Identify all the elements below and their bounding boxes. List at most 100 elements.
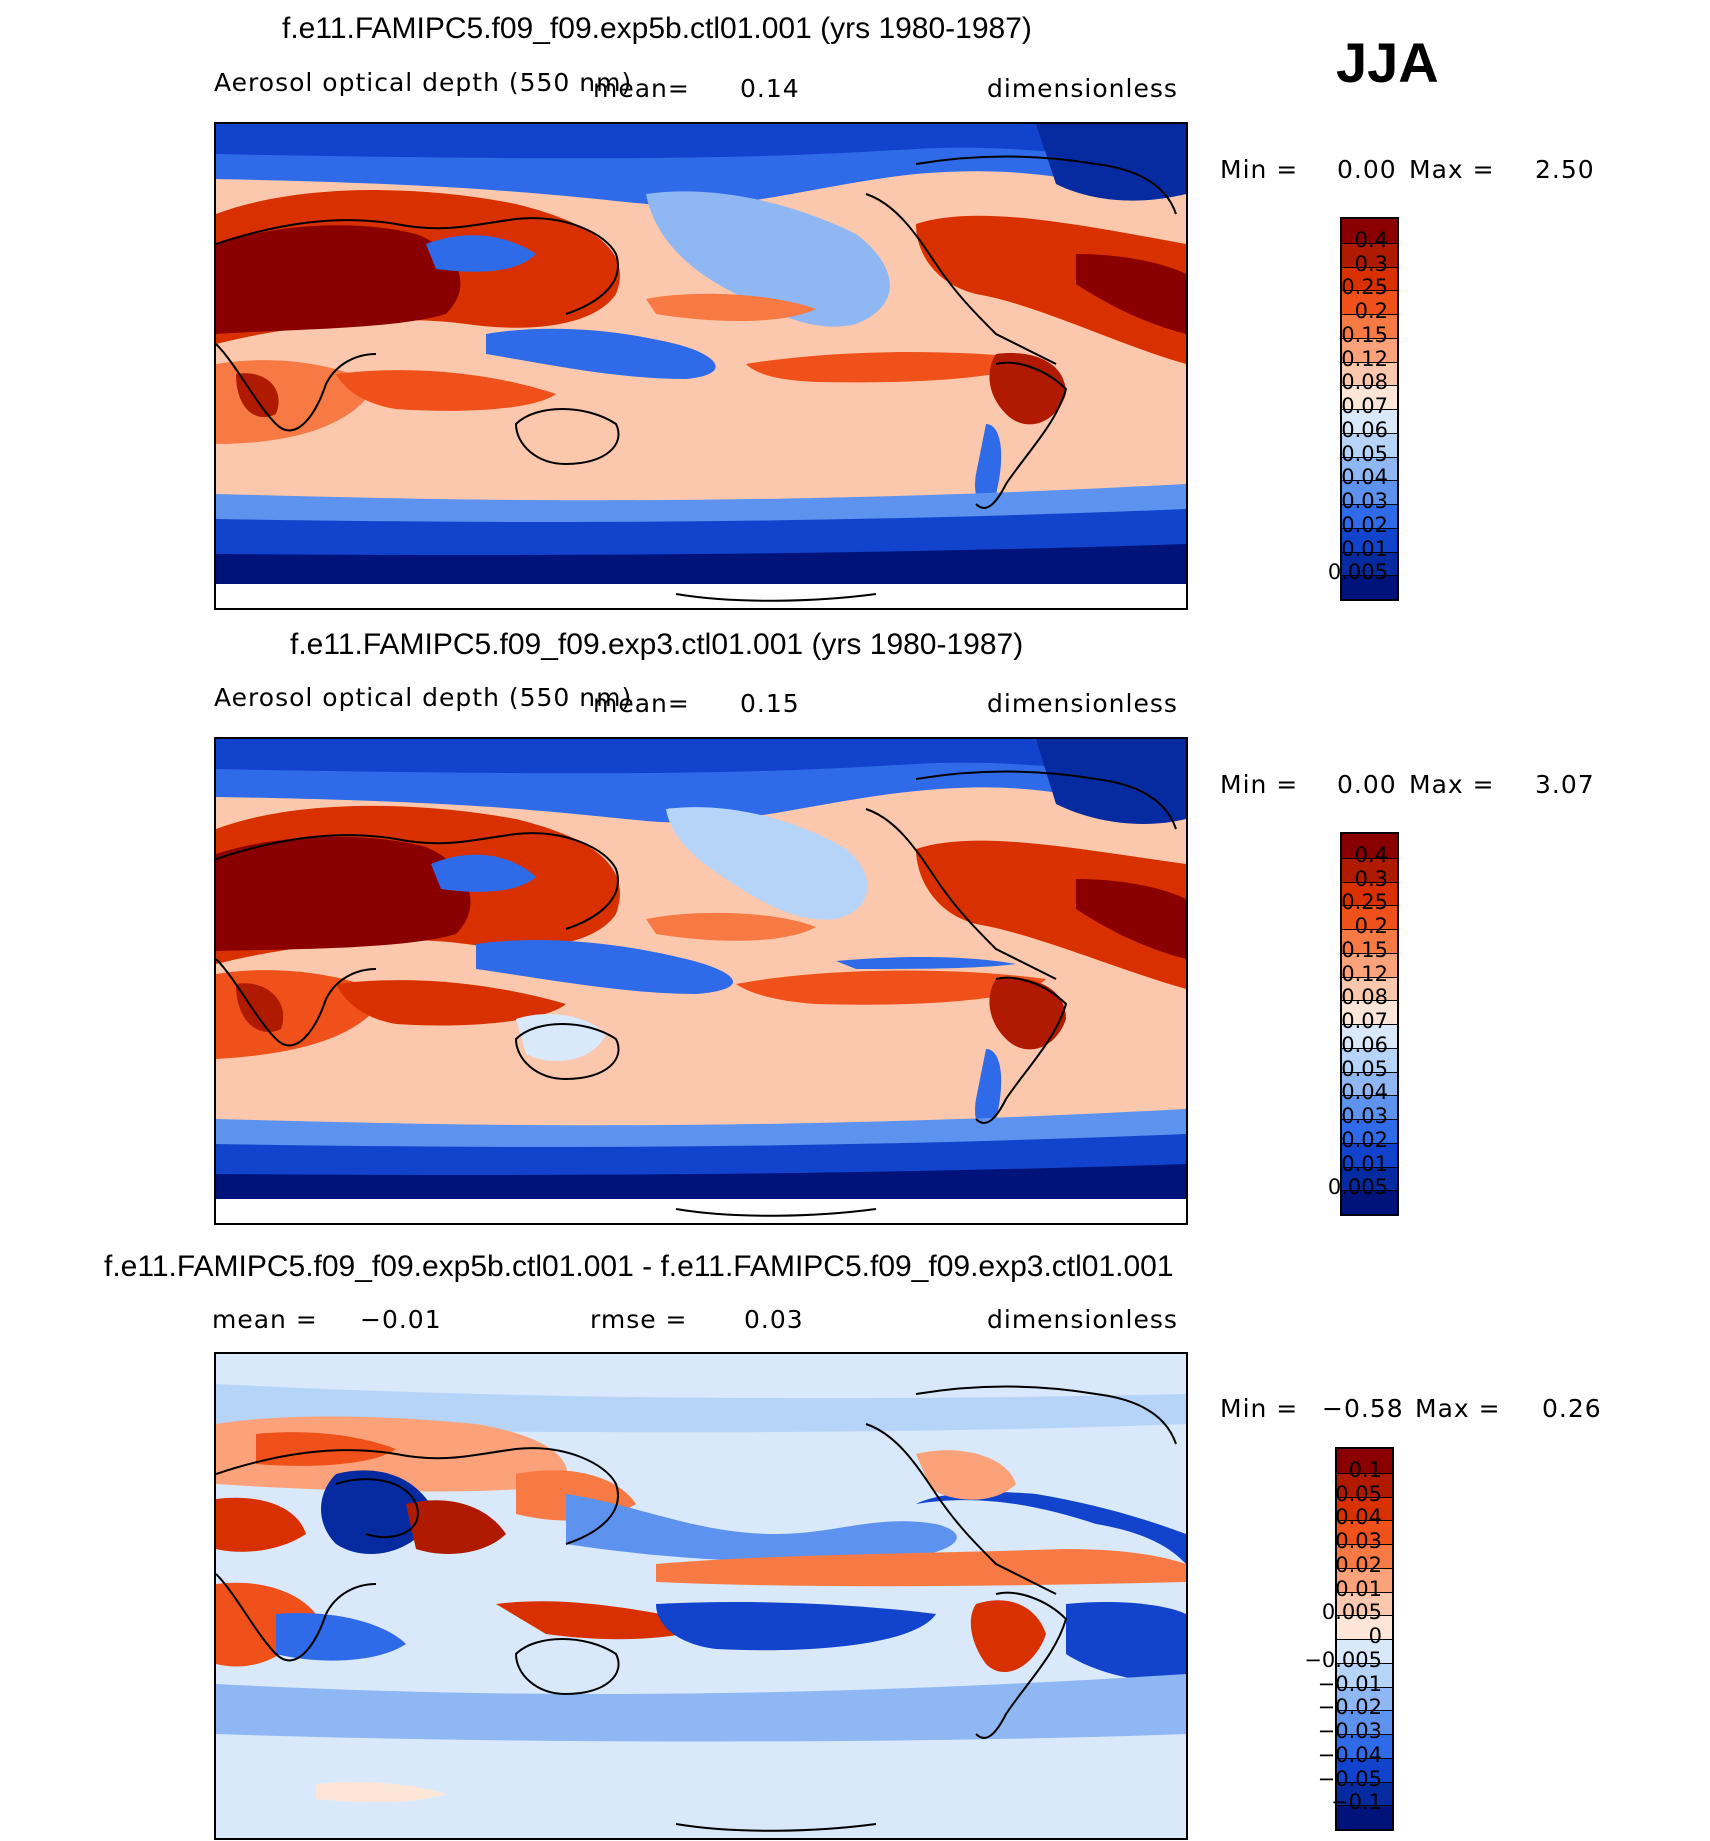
panel-title: f.e11.FAMIPC5.f09_f09.exp5b.ctl01.001 (y…: [282, 12, 1032, 45]
rmse-label: rmse =: [590, 1305, 688, 1334]
colorbar-swatch: [1342, 1000, 1397, 1024]
units-label: dimensionless: [987, 74, 1178, 103]
colorbar-tick-label: 0.4: [1354, 227, 1388, 252]
variable-label: Aerosol optical depth (550 nm): [214, 68, 633, 97]
colorbar-swatch: [1342, 929, 1397, 953]
colorbar-labels: 0.1 0.05 0.04 0.03 0.02 0.01 0.005 0 −0.005 −0.01…: [1300, 1447, 1400, 1827]
colorbar-swatch: [1342, 1095, 1397, 1119]
max-label: Max =: [1415, 1394, 1501, 1423]
colorbar-swatch: [1337, 1734, 1392, 1758]
colorbar-tick-label: 0.03: [1335, 1529, 1382, 1553]
season-label: JJA: [1336, 31, 1439, 94]
colorbar-swatch: [1342, 337, 1397, 362]
colorbar-swatch: [1342, 1071, 1397, 1096]
colorbar-tick-label: −0.03: [1317, 1719, 1382, 1743]
colorbar-tick-label: 0.04: [1341, 465, 1388, 490]
colorbar-tick-label: 0.12: [1341, 961, 1388, 986]
colorbar-swatch: [1337, 1472, 1392, 1497]
colorbar-tick-label: 0.08: [1341, 985, 1388, 1010]
colorbar-tick-label: 0.005: [1327, 1175, 1388, 1200]
colorbar-tick-label: 0.005: [1321, 1600, 1382, 1625]
colorbar-tick-label: 0.04: [1335, 1505, 1382, 1530]
colorbar-tick-label: −0.02: [1317, 1695, 1382, 1720]
colorbar-swatch: [1342, 527, 1397, 552]
aod-map-top: [216, 124, 1186, 608]
colorbar-tick-label: 0.05: [1341, 441, 1388, 466]
colorbar-swatch: [1342, 905, 1397, 929]
colorbar-swatch: [1342, 1119, 1397, 1143]
map-panel: [214, 1352, 1188, 1840]
colorbar-tick-label: 0.02: [1341, 512, 1388, 537]
colorbar-labels: 0.4 0.3 0.25 0.2 0.15 0.12 0.08 0.07 0.06 0.05 0.0…: [1306, 217, 1406, 597]
colorbar-swatch: [1342, 456, 1397, 481]
colorbar-swatch: [1342, 1047, 1397, 1072]
colorbar-swatch: [1337, 1639, 1392, 1663]
colorbar-swatch: [1337, 1449, 1392, 1473]
min-label: Min =: [1220, 1394, 1299, 1423]
panel-title: f.e11.FAMIPC5.f09_f09.exp3.ctl01.001 (yr…: [290, 628, 1024, 661]
colorbar-tick-label: 0.005: [1327, 560, 1388, 585]
colorbar-swatch: [1342, 952, 1397, 977]
mean-value: −0.01: [360, 1305, 442, 1334]
colorbar-tick-label: 0: [1368, 1624, 1382, 1648]
colorbar-swatch: [1342, 1024, 1397, 1048]
colorbar-swatch: [1342, 834, 1397, 858]
colorbar-swatch: [1342, 575, 1397, 599]
colorbar-tick-label: 0.07: [1341, 394, 1388, 418]
colorbar-swatch: [1342, 504, 1397, 528]
colorbar-swatch: [1337, 1757, 1392, 1782]
colorbar-swatch: [1342, 385, 1397, 409]
colorbar-swatch: [1337, 1615, 1392, 1639]
min-label: Min =: [1220, 770, 1299, 799]
colorbar-tick-label: 0.01: [1335, 1576, 1382, 1601]
min-label: Min =: [1220, 155, 1299, 184]
mean-label: mean=: [593, 74, 690, 103]
mean-value: 0.15: [740, 689, 800, 718]
max-label: Max =: [1409, 155, 1495, 184]
colorbar-swatch: [1342, 290, 1397, 314]
colorbar-swatch: [1342, 857, 1397, 882]
colorbar-tick-label: 0.15: [1341, 937, 1388, 962]
colorbar-tick-label: 0.25: [1341, 890, 1388, 915]
colorbar-tick-label: 0.3: [1354, 866, 1388, 891]
colorbar-swatch: [1337, 1781, 1392, 1806]
colorbar-tick-label: 0.1: [1348, 1457, 1382, 1482]
colorbar-swatch: [1337, 1544, 1392, 1568]
colorbar-swatch: [1342, 242, 1397, 267]
min-value: 0.00: [1337, 155, 1397, 184]
mean-label: mean=: [593, 689, 690, 718]
variable-label: Aerosol optical depth (550 nm): [214, 683, 633, 712]
colorbar-swatch: [1342, 219, 1397, 243]
colorbar-swatch: [1342, 409, 1397, 433]
units-label: dimensionless: [987, 1305, 1178, 1334]
colorbar: [1335, 1447, 1394, 1831]
colorbar-tick-label: 0.06: [1341, 417, 1388, 442]
colorbar-tick-label: 0.07: [1341, 1009, 1388, 1033]
colorbar-swatch: [1342, 314, 1397, 338]
colorbar-tick-label: −0.01: [1317, 1671, 1382, 1696]
colorbar-swatch: [1337, 1591, 1392, 1616]
units-label: dimensionless: [987, 689, 1178, 718]
colorbar-swatch: [1337, 1662, 1392, 1687]
colorbar-swatch: [1342, 361, 1397, 386]
mean-value: 0.14: [740, 74, 800, 103]
colorbar-swatch: [1342, 976, 1397, 1001]
colorbar: [1340, 217, 1399, 601]
colorbar-swatch: [1337, 1805, 1392, 1829]
aod-map-middle: [216, 739, 1186, 1223]
colorbar-tick-label: 0.4: [1354, 842, 1388, 867]
colorbar-tick-label: −0.005: [1304, 1647, 1382, 1672]
colorbar-swatch: [1337, 1567, 1392, 1592]
colorbar-tick-label: 0.06: [1341, 1032, 1388, 1057]
max-label: Max =: [1409, 770, 1495, 799]
colorbar-tick-label: 0.12: [1341, 346, 1388, 371]
colorbar-swatch: [1342, 551, 1397, 576]
colorbar: [1340, 832, 1399, 1216]
colorbar-swatch: [1342, 1190, 1397, 1214]
colorbar-swatch: [1342, 480, 1397, 504]
colorbar-tick-label: 0.01: [1341, 536, 1388, 561]
colorbar-tick-label: 0.3: [1354, 251, 1388, 276]
min-value: 0.00: [1337, 770, 1397, 799]
colorbar-tick-label: 0.25: [1341, 275, 1388, 300]
colorbar-tick-label: 0.03: [1341, 489, 1388, 513]
